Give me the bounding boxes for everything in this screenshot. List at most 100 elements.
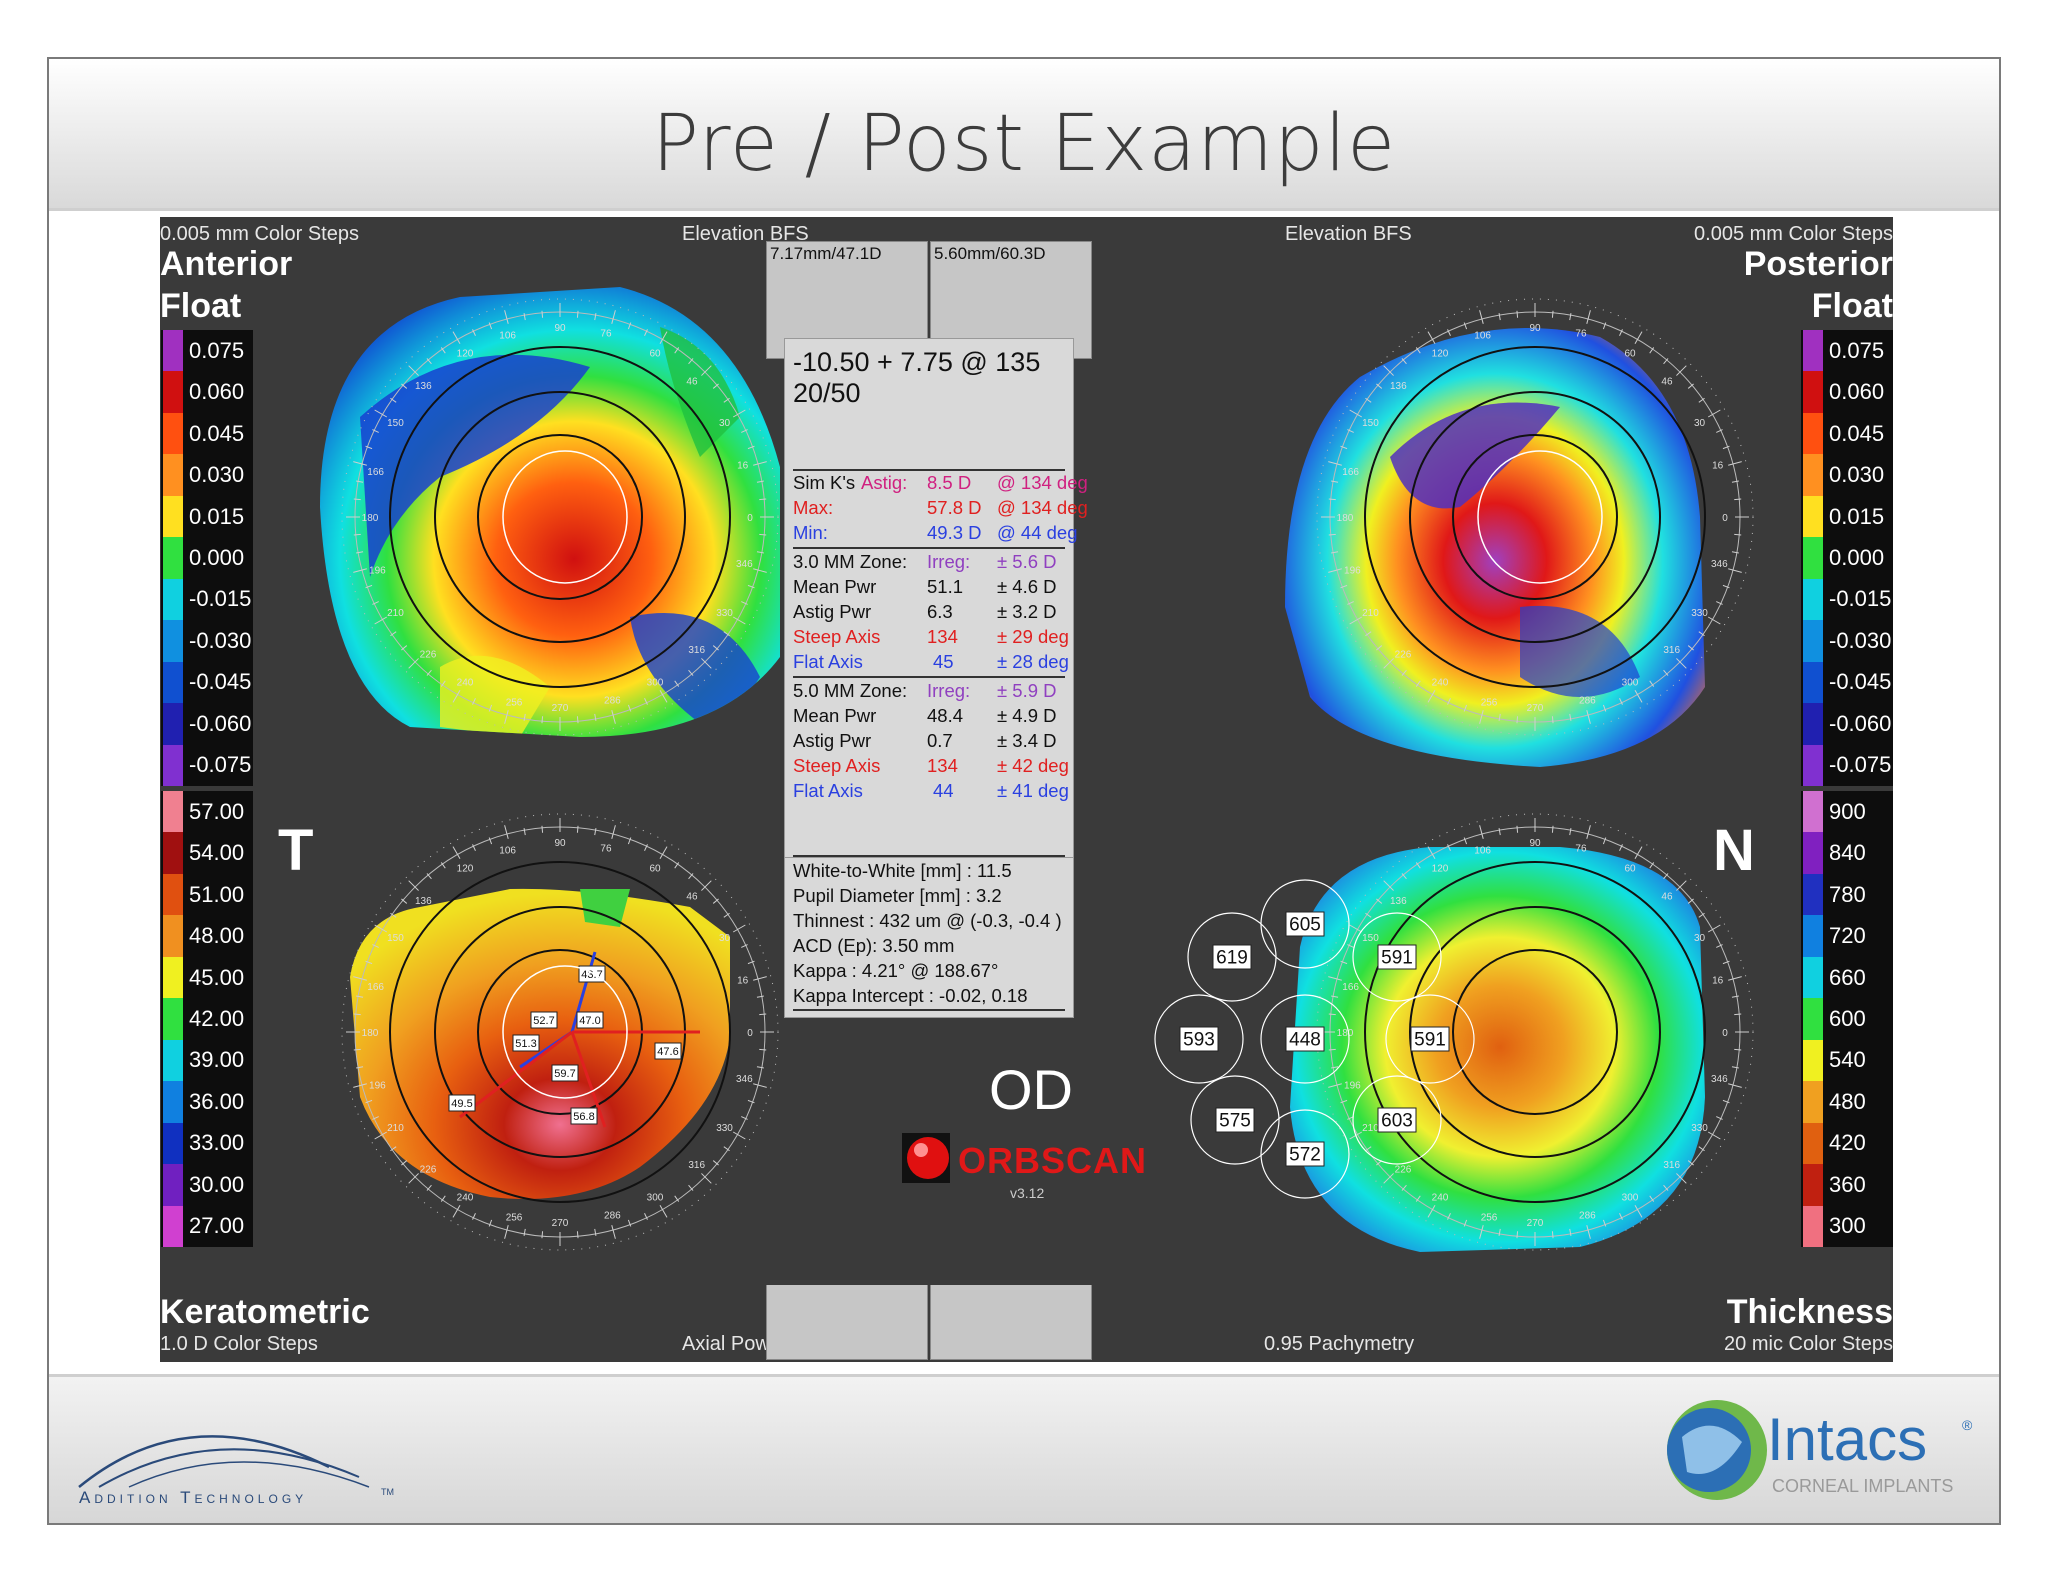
- dial-tick: [440, 862, 446, 869]
- dial-tick: [701, 1173, 712, 1184]
- dial-tick: [1328, 568, 1342, 573]
- scale-value: 0.015: [1829, 503, 1885, 529]
- scale-value: 36.00: [189, 1088, 245, 1114]
- dial-tick: [1383, 658, 1394, 669]
- scale-swatch: [163, 1081, 183, 1123]
- kerato-value-label-text: 49.5: [451, 1098, 472, 1110]
- dial-tick: [576, 1231, 579, 1239]
- dial-label: 196: [369, 1080, 386, 1091]
- dial-tick: [1551, 310, 1554, 318]
- zone3-astig-label: Astig Pwr: [793, 601, 872, 622]
- scale-swatch: [1803, 1205, 1823, 1247]
- scale-swatch: [163, 578, 183, 621]
- dial-label: 256: [1481, 697, 1498, 708]
- refraction-text: -10.50 + 7.75 @ 135 20/50: [793, 347, 1041, 408]
- dial-tick: [472, 698, 476, 705]
- posterior-label: Posterior: [1743, 245, 1893, 283]
- dial-label: 136: [415, 896, 432, 907]
- dial-label: 60: [649, 348, 661, 359]
- dial-label: 346: [1711, 559, 1728, 570]
- dial-tick: [365, 584, 373, 589]
- dial-tick: [1663, 358, 1669, 365]
- dial-tick: [1328, 498, 1336, 501]
- dial-ring: [1409, 906, 1661, 1158]
- top-right-label: 0.005 mm Color Steps: [1694, 223, 1893, 245]
- dial-tick: [1516, 310, 1519, 318]
- dial-tick: [1415, 347, 1421, 354]
- dial-tick: [523, 713, 526, 721]
- scale-value: -0.075: [1829, 752, 1892, 778]
- scale-value: 0.060: [189, 379, 245, 405]
- dial-tick: [1634, 331, 1643, 345]
- dial-tick: [365, 1099, 373, 1104]
- kerato-value-label-text: 47.6: [657, 1046, 678, 1058]
- arc-icon: [78, 1435, 330, 1488]
- separator: [793, 469, 1065, 471]
- kerato-value-label-box: [654, 1042, 682, 1060]
- flat-axis-line: [570, 951, 597, 1033]
- dial-tick: [372, 1116, 379, 1120]
- scale-swatch: [1803, 1039, 1823, 1082]
- dial-tick: [374, 409, 388, 418]
- pachy-value-label: 603: [1377, 1107, 1417, 1133]
- dial-tick: [1498, 713, 1501, 721]
- dial-label: 210: [1362, 1123, 1379, 1134]
- dial-tick: [753, 568, 767, 573]
- kerato-value-label: 51.3: [512, 1034, 540, 1052]
- scale-swatch: [163, 703, 183, 745]
- dial-tick: [1734, 1013, 1742, 1016]
- dial-label: 90: [1529, 323, 1541, 334]
- zone3-steep-sd: ± 29 deg: [997, 626, 1069, 647]
- scale-swatch: [1803, 1164, 1823, 1206]
- dial-tick: [353, 1083, 367, 1088]
- pachy-value-label-text: 593: [1183, 1030, 1215, 1051]
- dial-tick: [611, 825, 616, 839]
- dial-label: 30: [1694, 418, 1706, 429]
- scale-value: 0.045: [1829, 420, 1885, 446]
- dial-tick: [1447, 329, 1451, 336]
- dial-tick: [1349, 616, 1363, 625]
- dial-tick: [674, 347, 680, 354]
- pachy-value-label: 619: [1212, 944, 1252, 970]
- dial-ring: [1316, 298, 1754, 736]
- intacs-logo: Intacs ® CORNEAL IMPLANTS: [1667, 1400, 1973, 1500]
- dial-tick: [353, 976, 367, 981]
- dial-tick: [611, 710, 616, 724]
- dial-tick: [1569, 713, 1572, 721]
- dial-tick: [1415, 862, 1421, 869]
- pachy-value-label-box: [1410, 1026, 1450, 1052]
- dial-tick: [353, 1013, 361, 1016]
- dial-tick: [747, 1099, 755, 1104]
- kerato-value-label-box: [576, 1011, 604, 1029]
- dial-tick: [1722, 584, 1730, 589]
- dial-tick: [1676, 1173, 1687, 1184]
- float-right-label: Float: [1811, 287, 1893, 325]
- scale-value: 780: [1829, 881, 1866, 907]
- dial-tick: [1734, 533, 1742, 536]
- bottom-right-label: 20 mic Color Steps: [1724, 1333, 1893, 1355]
- separator: [793, 676, 1065, 678]
- pachy-zone-circle: [1190, 1075, 1280, 1165]
- scale-value: 720: [1829, 923, 1866, 949]
- dial-tick: [659, 1204, 668, 1218]
- dial-tick: [353, 498, 361, 501]
- dial-label: 136: [1390, 381, 1407, 392]
- dial-label: 316: [1663, 1160, 1680, 1171]
- pachy-zone-circle: [1385, 994, 1475, 1084]
- dial-tick: [688, 358, 694, 365]
- dial-label: 196: [1344, 565, 1361, 576]
- dial-tick: [659, 331, 668, 345]
- dial-label: 30: [719, 418, 731, 429]
- simk-astig-axis: @ 134 deg: [997, 472, 1088, 493]
- dial-tick: [1349, 409, 1363, 418]
- scale-swatch: [163, 1122, 183, 1165]
- dial-label: 286: [1579, 696, 1596, 707]
- dial-tick: [1569, 828, 1572, 836]
- dial-tick: [1707, 924, 1721, 933]
- dial-tick: [353, 568, 367, 573]
- scale-value: 27.00: [189, 1213, 245, 1239]
- pachy-value-label: 448: [1285, 1026, 1325, 1052]
- dial-tick: [1340, 960, 1348, 965]
- simk-astig-label: Astig:: [861, 472, 908, 493]
- dial-label: 106: [499, 845, 516, 856]
